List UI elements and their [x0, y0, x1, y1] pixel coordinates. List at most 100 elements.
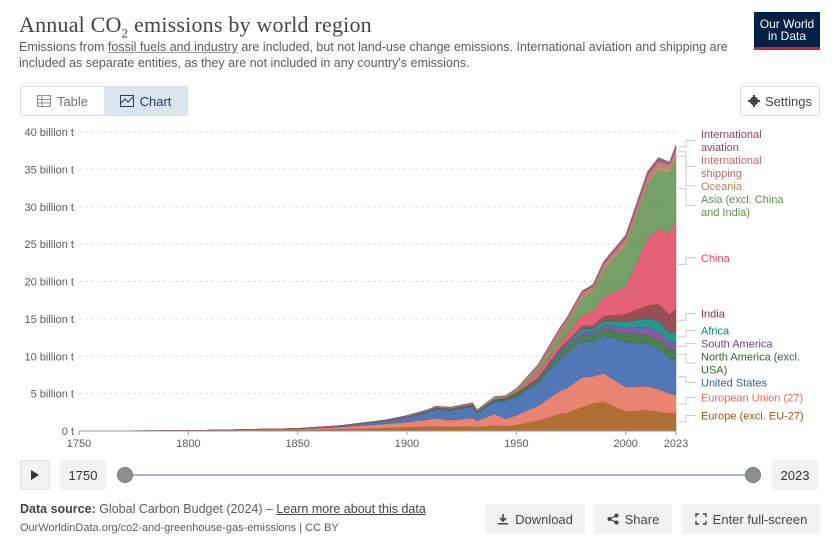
legend-label-line: South America	[701, 339, 773, 351]
download-icon	[498, 514, 509, 525]
legend-label-line: European Union (27)	[701, 393, 803, 405]
legend-connector	[678, 188, 696, 206]
logo-line-2: in Data	[767, 28, 807, 43]
legend-label: Oceania	[701, 181, 743, 193]
legend-label-line: aviation	[701, 142, 739, 154]
legend-label-line: International	[701, 155, 762, 167]
legend-connector	[678, 151, 696, 167]
source-label: Data source:	[20, 502, 96, 516]
legend-label-line: India	[701, 309, 726, 321]
chart-svg: 0 t 5 billion t 10 billion t 15 billion t 20…	[24, 127, 804, 450]
tab-table[interactable]: Table	[21, 87, 104, 115]
gear-icon	[748, 95, 760, 107]
legend-label: Europe (excl. EU-27)	[701, 411, 804, 423]
share-label: Share	[624, 511, 660, 527]
legend-label-line: and India)	[701, 207, 750, 219]
tab-chart-label: Chart	[139, 93, 172, 109]
fullscreen-button[interactable]: Enter full-screen	[682, 504, 820, 534]
timeline-track[interactable]	[124, 474, 754, 476]
x-tick-label: 1800	[176, 438, 200, 450]
legend-connector	[678, 140, 696, 148]
subtitle-post: are included, but not land-use change em…	[19, 40, 728, 70]
legend-connector	[678, 354, 696, 364]
y-tick-label: 40 billion t	[24, 127, 74, 139]
legend-label-line: North America (excl.	[701, 352, 800, 364]
timeline-start-year[interactable]: 1750	[60, 460, 106, 490]
legend-label: China	[701, 253, 731, 265]
legend-label-line: USA)	[701, 365, 727, 377]
legend-label: Africa	[701, 326, 730, 338]
fossil-fuels-link[interactable]: fossil fuels and industry	[107, 40, 238, 54]
chart-title: Annual CO2 emissions by world region	[19, 12, 372, 41]
timeline: 1750 2023	[20, 460, 820, 490]
chart-icon	[119, 95, 134, 107]
download-label: Download	[515, 511, 573, 527]
settings-button[interactable]: Settings	[740, 86, 820, 116]
legend-label: Asia (excl. China and India)	[701, 194, 784, 219]
legend-connector	[678, 397, 696, 405]
x-tick-label: 1950	[504, 438, 528, 450]
legend-connector	[678, 415, 696, 423]
settings-label: Settings	[765, 93, 812, 109]
view-tabs: Table Chart	[20, 86, 188, 116]
source-text: Global Carbon Budget (2024) –	[95, 502, 277, 516]
table-icon	[36, 95, 51, 107]
legend-label: United States	[701, 378, 768, 390]
logo-line-1: Our World	[759, 16, 815, 31]
area-series	[78, 144, 677, 432]
legend-connector	[678, 155, 696, 187]
legend-label: International aviation	[701, 129, 762, 154]
legend-label-line: Asia (excl. China	[701, 194, 784, 206]
legend-label: South America	[701, 339, 773, 351]
legend-label: India	[701, 309, 726, 321]
x-tick-label: 1850	[285, 438, 309, 450]
x-tick-label: 1900	[395, 438, 419, 450]
tab-chart[interactable]: Chart	[104, 87, 187, 115]
play-button[interactable]	[20, 460, 50, 490]
x-tick-label: 2000	[613, 438, 637, 450]
source-url: OurWorldinData.org/co2-and-greenhouse-ga…	[20, 522, 339, 534]
learn-more-link[interactable]: Learn more about this data	[276, 502, 426, 516]
legend-label-line: China	[701, 253, 731, 265]
tab-table-label: Table	[56, 93, 89, 109]
fullscreen-icon	[694, 513, 707, 525]
timeline-start-handle[interactable]	[117, 467, 133, 483]
legend-connector	[678, 330, 696, 338]
x-tick-label: 2023	[664, 438, 688, 450]
legend-connector	[678, 313, 696, 321]
legend-label-line: United States	[701, 378, 768, 390]
y-tick-label: 5 billion t	[31, 389, 74, 401]
play-icon	[31, 470, 39, 480]
owid-logo[interactable]: Our World in Data	[754, 12, 820, 50]
title-main: Annual CO	[19, 12, 122, 37]
legend-label-line: shipping	[701, 168, 742, 180]
fullscreen-label: Enter full-screen	[712, 511, 808, 527]
x-tick-label: 1750	[67, 438, 91, 450]
y-tick-label: 20 billion t	[24, 277, 74, 289]
y-tick-label: 15 billion t	[24, 314, 74, 326]
y-tick-label: 30 billion t	[24, 202, 74, 214]
legend-label-line: Europe (excl. EU-27)	[701, 411, 804, 423]
share-icon	[607, 513, 619, 525]
y-tick-label: 35 billion t	[24, 164, 74, 176]
y-tick-label: 0 t	[62, 426, 74, 438]
legend-label-line: Africa	[701, 326, 730, 338]
y-tick-label: 10 billion t	[24, 351, 74, 363]
legend-connector	[678, 257, 696, 265]
legend-label: International shipping	[701, 155, 762, 180]
legend-label: North America (excl. USA)	[701, 352, 800, 377]
legend-connector	[678, 343, 696, 347]
data-source: Data source: Global Carbon Budget (2024)…	[20, 502, 426, 516]
title-subscript: 2	[121, 25, 129, 41]
share-button[interactable]: Share	[594, 504, 672, 534]
legend-label: European Union (27)	[701, 393, 803, 405]
title-end: emissions by world region	[128, 12, 372, 37]
legend-connector	[678, 376, 696, 383]
timeline-end-year[interactable]: 2023	[772, 460, 818, 490]
chart-subtitle: Emissions from fossil fuels and industry…	[19, 39, 734, 71]
subtitle-pre: Emissions from	[19, 40, 108, 54]
download-button[interactable]: Download	[485, 504, 585, 534]
timeline-end-handle[interactable]	[745, 467, 761, 483]
y-tick-label: 25 billion t	[24, 239, 74, 251]
legend-label-line: International	[701, 129, 762, 141]
